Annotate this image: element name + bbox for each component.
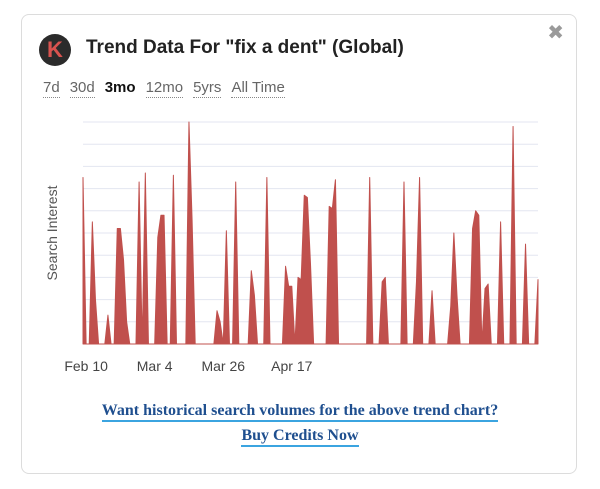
range-all-time[interactable]: All Time: [231, 79, 285, 98]
range-5yrs[interactable]: 5yrs: [193, 79, 222, 98]
close-icon[interactable]: ✖: [547, 22, 564, 44]
x-tick-label: Mar 4: [137, 358, 173, 374]
x-tick-label: Mar 26: [201, 358, 245, 374]
x-tick-label: Feb 10: [64, 358, 108, 374]
trend-chart: Search Interest Feb 10 Mar 4 Mar 26 Apr 17: [44, 121, 539, 374]
y-axis-label: Search Interest: [44, 185, 60, 280]
range-12mo[interactable]: 12mo: [145, 79, 184, 98]
cta-buy: Buy Credits Now: [22, 427, 578, 447]
trend-card: ✖ K Trend Data For "fix a dent" (Global)…: [21, 14, 577, 474]
cta-historical: Want historical search volumes for the a…: [22, 402, 578, 422]
buy-credits-link[interactable]: Buy Credits Now: [241, 427, 359, 447]
x-axis-ticks: Feb 10 Mar 4 Mar 26 Apr 17: [64, 358, 312, 374]
range-3mo[interactable]: 3mo: [104, 79, 136, 96]
range-30d[interactable]: 30d: [69, 79, 95, 98]
series-area: [82, 121, 539, 345]
x-tick-label: Apr 17: [271, 358, 312, 374]
range-7d[interactable]: 7d: [43, 79, 60, 98]
brand-logo-icon: K: [39, 34, 71, 66]
time-range-selector: 7d 30d 3mo 12mo 5yrs All Time: [43, 79, 285, 98]
page-title: Trend Data For "fix a dent" (Global): [86, 37, 404, 58]
historical-volumes-link[interactable]: Want historical search volumes for the a…: [101, 402, 499, 422]
logo-letter: K: [47, 37, 63, 62]
